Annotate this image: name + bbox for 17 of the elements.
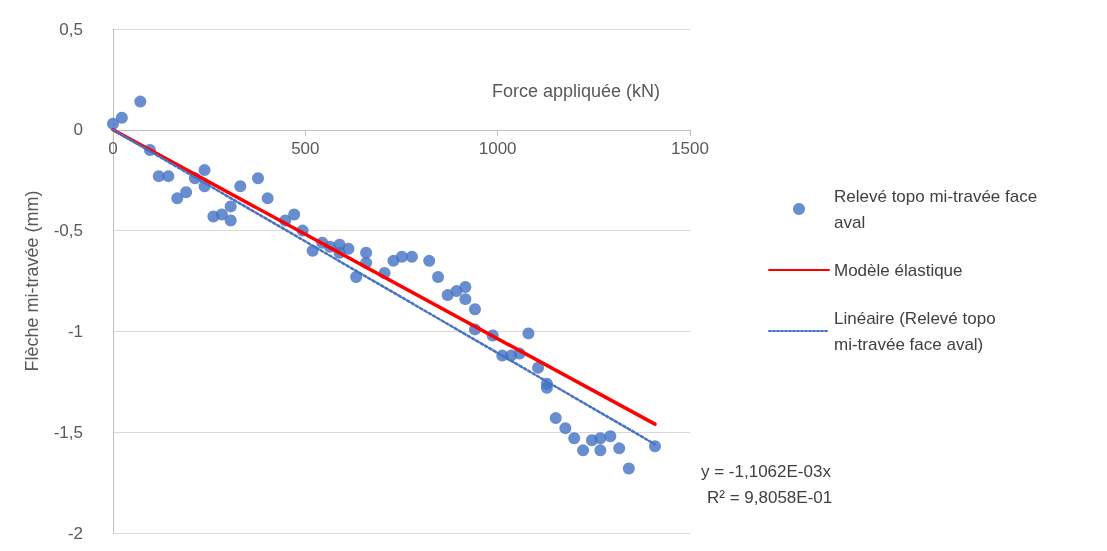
legend-label: Relevé topo mi-travée face aval [834,186,1042,232]
text: y = -1,1062E-03x [701,462,832,481]
text: R² = 9,8058E-01 [707,488,833,507]
legend-label: Linéaire (Relevé topo mi-travée face aval) [834,308,1001,354]
x-axis-title: Force appliquée (kN) [491,80,660,101]
legend-label: Modèle élastique [834,260,963,280]
x-tick-label: 500 [291,138,320,158]
y-tick-label: 0,5 [59,19,83,39]
x-tick-label: 1000 [478,138,517,158]
y-axis-title: Flèche mi-travée (mm) [22,190,42,372]
x-tick-label: 0 [108,138,118,158]
y-tick-label: -1 [67,321,83,341]
x-tick-label: 1500 [671,138,709,158]
y-tick-label: 0 [73,120,83,140]
y-tick-label: -0,5 [53,221,83,241]
y-tick-label: -2 [67,523,83,543]
y-tick-label: -1,5 [53,422,83,442]
